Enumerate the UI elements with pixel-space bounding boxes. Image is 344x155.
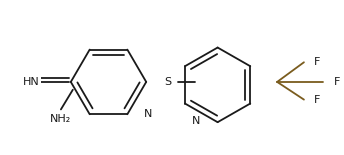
Text: HN: HN bbox=[23, 77, 40, 87]
Text: N: N bbox=[144, 109, 152, 119]
Text: F: F bbox=[333, 77, 340, 87]
Text: N: N bbox=[192, 116, 200, 126]
Text: NH₂: NH₂ bbox=[50, 114, 72, 124]
Text: F: F bbox=[314, 95, 320, 105]
Text: F: F bbox=[314, 57, 320, 67]
Text: S: S bbox=[164, 77, 172, 87]
